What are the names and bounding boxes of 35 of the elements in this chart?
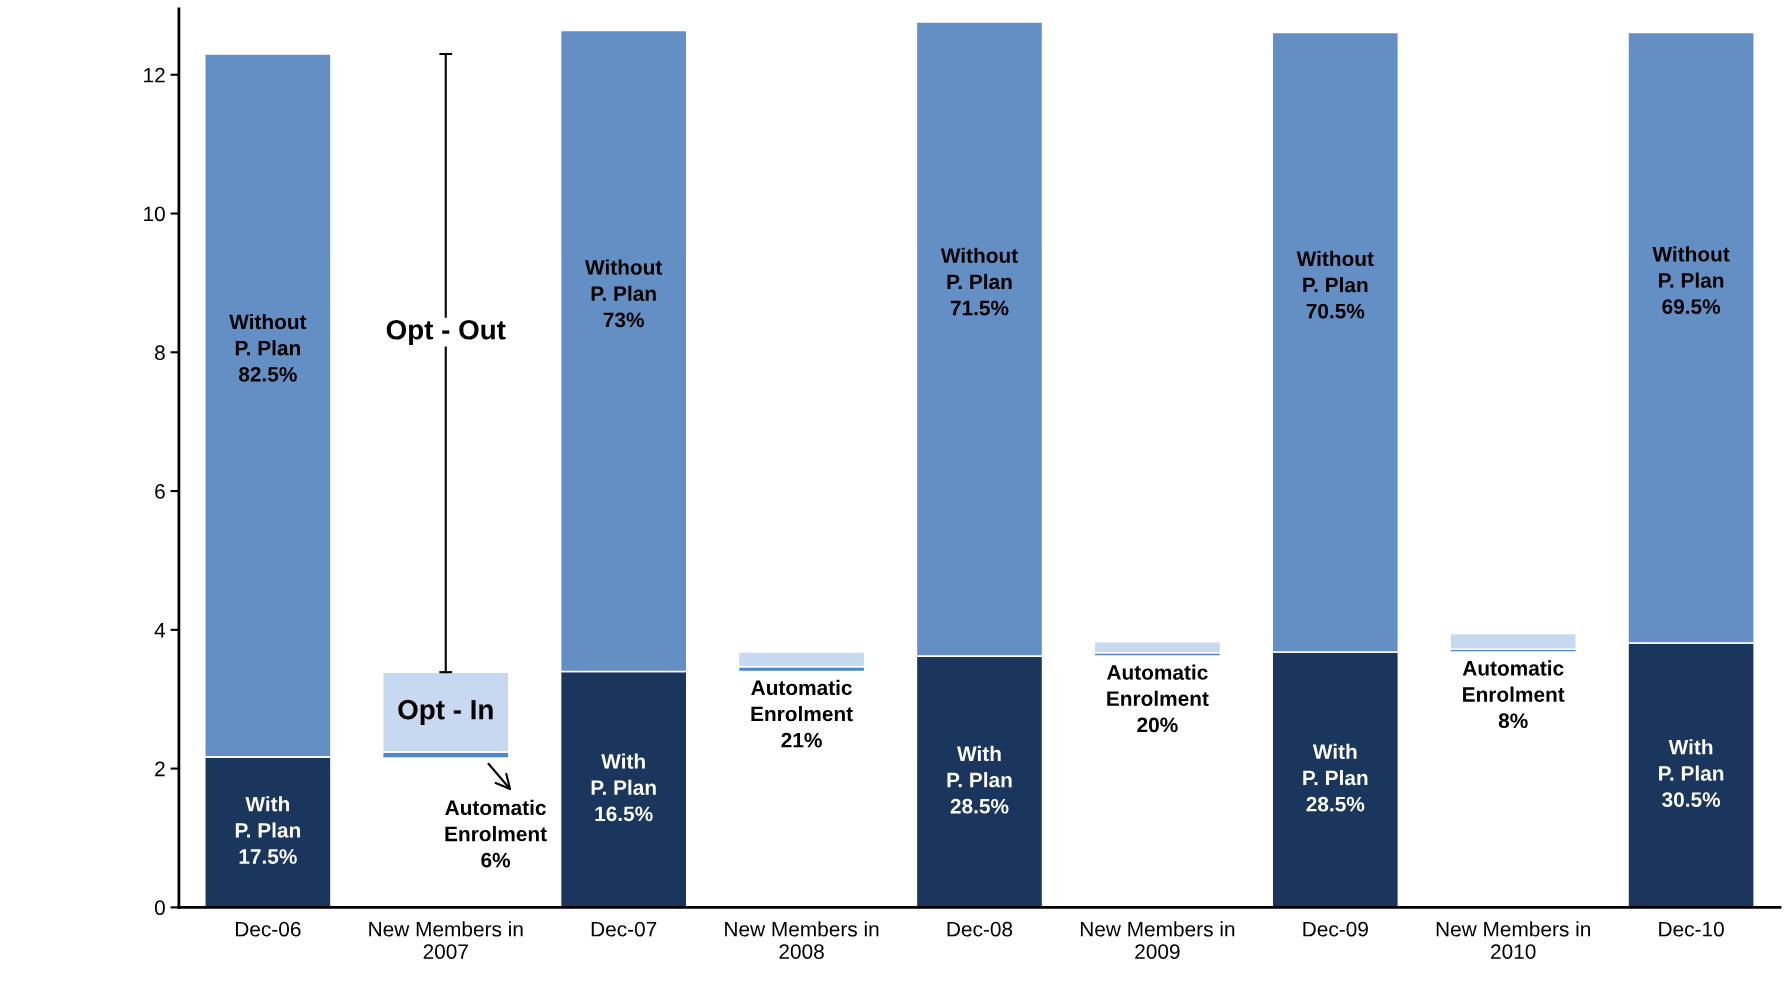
data-label: Opt - In — [398, 699, 493, 725]
annotation: Opt - Out — [386, 319, 506, 346]
data-label: Without P. Plan 70.5% — [1296, 250, 1374, 319]
bar — [737, 651, 866, 668]
bar — [1093, 640, 1222, 654]
data-label: With P. Plan 28.5% — [947, 745, 1012, 814]
x-tick-label: New Members in 2007 — [369, 921, 523, 959]
x-tick-label: Dec-06 — [235, 921, 301, 937]
data-label: Automatic Enrolment 20% — [1106, 664, 1209, 733]
y-tick-label: 10 — [144, 206, 165, 222]
data-label: Automatic Enrolment 6% — [445, 799, 547, 868]
y-tick-label: 4 — [154, 623, 166, 638]
y-tick-label: 6 — [155, 484, 165, 499]
x-tick-label: Dec-08 — [947, 921, 1013, 937]
data-label: Automatic Enrolment 21% — [751, 679, 853, 748]
x-tick-label: New Members in 2008 — [725, 921, 879, 959]
data-label: Without P. Plan 69.5% — [1652, 246, 1730, 315]
y-tick-label: 2 — [155, 761, 165, 777]
data-label: Without P. Plan 73% — [585, 259, 663, 328]
y-tick-label: 8 — [155, 345, 165, 361]
x-tick-label: Dec-07 — [591, 921, 657, 937]
data-label: With P. Plan 30.5% — [1659, 739, 1724, 808]
data-label: Without P. Plan 82.5% — [229, 313, 307, 382]
data-label: With P. Plan 28.5% — [1303, 743, 1368, 812]
data-label: Automatic Enrolment 8% — [1462, 660, 1565, 729]
data-label: Without P. Plan 71.5% — [940, 247, 1018, 316]
y-tick-label: 12 — [144, 67, 165, 83]
x-tick-label: Dec-10 — [1659, 921, 1724, 937]
y-tick-label: 0 — [154, 900, 165, 916]
bar — [1449, 632, 1578, 651]
data-label: With P. Plan 17.5% — [235, 796, 300, 864]
x-tick-label: New Members in 2009 — [1080, 921, 1235, 959]
data-label: With P. Plan 16.5% — [591, 753, 656, 822]
x-tick-label: New Members in 2010 — [1436, 921, 1590, 959]
x-tick-label: Dec-09 — [1303, 921, 1368, 937]
